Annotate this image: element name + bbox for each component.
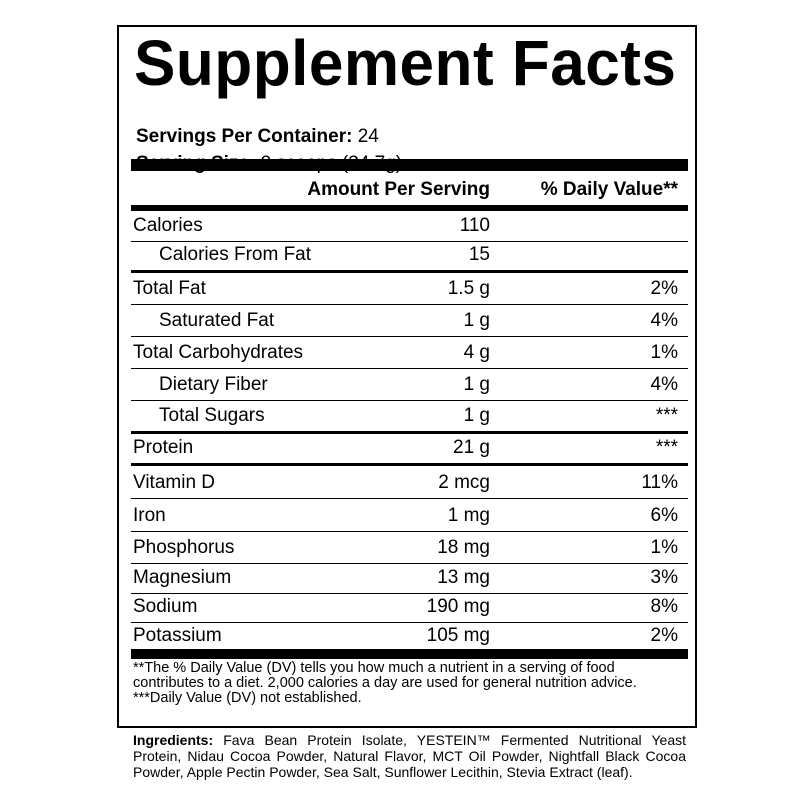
nutrient-amount: 21 g — [453, 437, 490, 458]
nutrient-amount: 1.5 g — [447, 278, 490, 299]
table-row: Phosphorus 18 mg 1% — [131, 532, 688, 564]
table-row: Magnesium 13 mg 3% — [131, 564, 688, 594]
bottom-divider — [131, 649, 688, 659]
nutrient-name: Potassium — [133, 625, 222, 646]
nutrient-amount: 190 mg — [426, 596, 490, 617]
table-row: Sodium 190 mg 8% — [131, 594, 688, 623]
nutrient-amount: 1 g — [463, 310, 490, 331]
nutrient-amount: 4 g — [463, 342, 490, 363]
nutrient-dv: 6% — [650, 505, 678, 526]
nutrient-dv: 4% — [650, 374, 678, 395]
nutrient-table: Calories 110 Calories From Fat 15 Total … — [131, 211, 688, 651]
table-row: Total Carbohydrates 4 g 1% — [131, 337, 688, 369]
nutrient-dv: 1% — [650, 537, 678, 558]
header-amount: Amount Per Serving — [307, 179, 490, 200]
nutrient-name: Protein — [133, 437, 194, 458]
nutrient-dv: 2% — [650, 625, 678, 646]
nutrient-name: Iron — [133, 505, 166, 526]
table-row: Total Fat 1.5 g 2% — [131, 273, 688, 305]
nutrient-dv: 3% — [650, 567, 678, 588]
nutrient-name: Magnesium — [133, 567, 232, 588]
nutrient-amount: 2 mcg — [438, 472, 490, 493]
nutrient-amount: 110 — [459, 215, 490, 236]
nutrient-amount: 1 g — [463, 374, 490, 395]
nutrient-name: Calories From Fat — [159, 244, 312, 265]
table-row: Vitamin D 2 mcg 11% — [131, 466, 688, 499]
table-row: Saturated Fat 1 g 4% — [131, 305, 688, 337]
table-row: Total Sugars 1 g *** — [131, 401, 688, 434]
header-divider — [131, 205, 688, 211]
nutrient-dv: 11% — [641, 472, 678, 493]
servings-per-container-value: 24 — [357, 126, 379, 147]
nutrient-amount: 15 — [468, 244, 490, 265]
footnotes: **The % Daily Value (DV) tells you how m… — [133, 661, 688, 706]
nutrient-name: Saturated Fat — [159, 310, 275, 331]
column-header: Amount Per Serving % Daily Value** — [131, 177, 688, 203]
ingredients-text: Fava Bean Protein Isolate, YESTEIN™ Ferm… — [133, 732, 687, 780]
table-row: Calories 110 — [131, 211, 688, 242]
supplement-facts-panel: Supplement Facts Servings Per Container:… — [117, 25, 697, 728]
nutrient-dv: 1% — [650, 342, 678, 363]
nutrient-name: Total Fat — [133, 278, 206, 299]
nutrient-name: Vitamin D — [133, 472, 216, 493]
top-divider — [131, 159, 688, 171]
nutrient-dv: 8% — [650, 596, 678, 617]
nutrient-name: Phosphorus — [133, 537, 235, 558]
nutrient-dv: *** — [655, 437, 678, 458]
nutrient-name: Total Carbohydrates — [133, 342, 304, 363]
table-row: Protein 21 g *** — [131, 434, 688, 466]
nutrient-dv: 2% — [650, 278, 678, 299]
servings-per-container-label: Servings Per Container: — [136, 126, 353, 147]
nutrient-name: Total Sugars — [159, 405, 265, 426]
table-row: Iron 1 mg 6% — [131, 499, 688, 532]
ingredients-label: Ingredients: — [133, 732, 214, 748]
nutrient-name: Dietary Fiber — [159, 374, 268, 395]
panel-title: Supplement Facts — [134, 27, 677, 99]
footnote-not-established: ***Daily Value (DV) not established. — [133, 690, 362, 706]
nutrient-name: Sodium — [133, 596, 198, 617]
header-daily-value: % Daily Value** — [540, 179, 678, 200]
table-row: Dietary Fiber 1 g 4% — [131, 369, 688, 401]
nutrient-amount: 1 mg — [447, 505, 490, 526]
nutrient-amount: 1 g — [463, 405, 490, 426]
nutrient-amount: 18 mg — [437, 537, 490, 558]
table-row: Potassium 105 mg 2% — [131, 623, 688, 651]
nutrient-amount: 105 mg — [426, 625, 490, 646]
table-row: Calories From Fat 15 — [131, 242, 688, 273]
servings-per-container: Servings Per Container: 24 — [136, 127, 379, 146]
nutrient-dv: 4% — [650, 310, 678, 331]
ingredients: Ingredients: Fava Bean Protein Isolate, … — [133, 732, 686, 780]
nutrient-amount: 13 mg — [437, 567, 490, 588]
nutrient-dv: *** — [655, 405, 678, 426]
nutrient-name: Calories — [133, 215, 203, 236]
footnote-daily-value: **The % Daily Value (DV) tells you how m… — [133, 660, 637, 691]
